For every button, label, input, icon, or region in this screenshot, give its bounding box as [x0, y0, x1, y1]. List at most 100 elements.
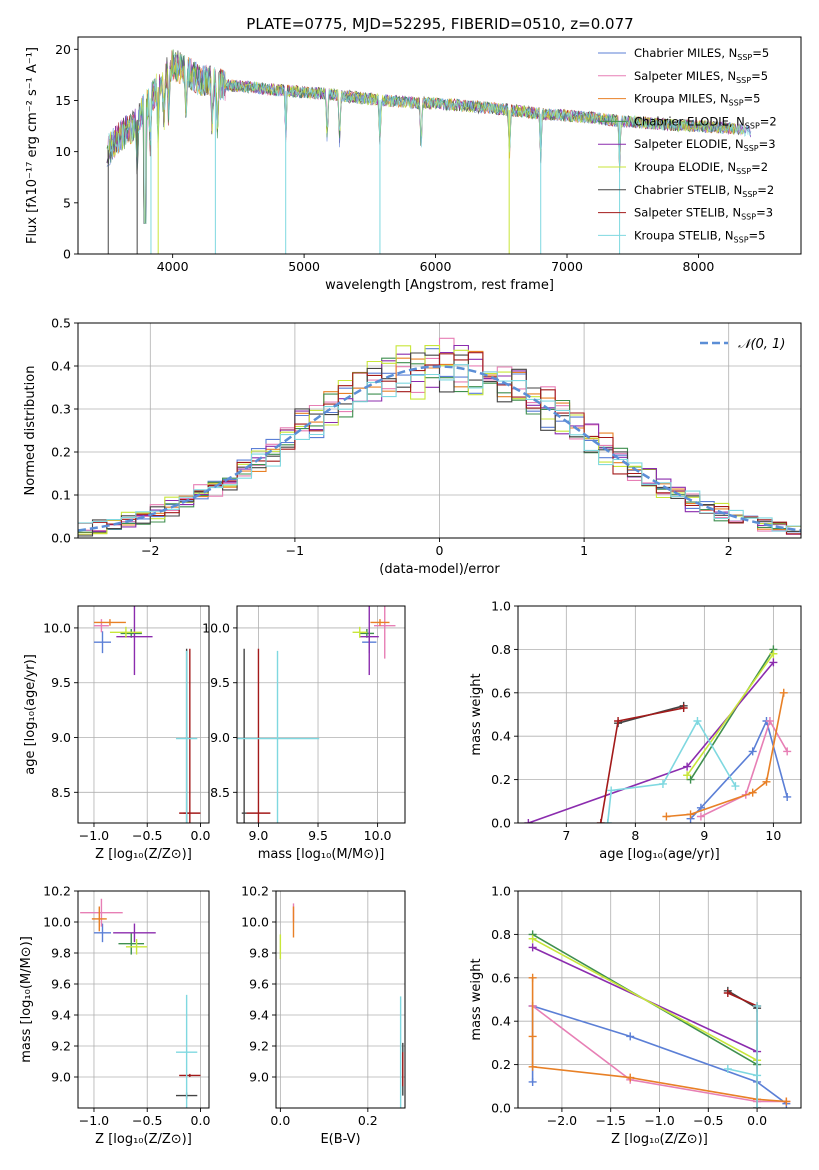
- weight-point: [614, 717, 623, 726]
- x-axis-label: Z [log₁₀(Z/Z⊙)]: [95, 847, 192, 862]
- weight-series: [532, 1005, 787, 1103]
- axes-frame: [517, 605, 802, 824]
- y-tick-label: 10.0: [241, 915, 269, 930]
- x-tick-label: −1.5: [596, 1113, 626, 1128]
- y-tick-label: 9.0: [210, 730, 230, 745]
- weight-point: [528, 973, 537, 982]
- x-tick-label: 0.2: [358, 1113, 378, 1128]
- histogram-series: [78, 364, 801, 532]
- y-tick-label: 1.0: [491, 884, 511, 899]
- y-tick-label: 10.0: [43, 915, 71, 930]
- x-tick-label: 9.0: [249, 828, 269, 843]
- plot-area-weight-vs-age: [524, 645, 792, 823]
- axes-age-vs-Z: −1.0 −0.5 0.0 8.5 9.0 9.5 10.0 Z [log₁₀(Z/Z⊙)] a…: [23, 605, 211, 862]
- y-tick-label: 0.6: [491, 970, 511, 985]
- weight-point: [723, 1064, 732, 1073]
- weight-point: [762, 777, 771, 786]
- weight-series: [531, 977, 787, 1103]
- weight-point: [748, 747, 757, 756]
- legend-label: Salpeter STELIB, NSSP=3: [634, 206, 773, 222]
- x-axis-label: Z [log₁₀(Z/Z⊙)]: [611, 1132, 708, 1147]
- x-tick-label: −0.5: [132, 828, 162, 843]
- y-tick-label: 8.5: [51, 785, 71, 800]
- weight-point: [658, 779, 667, 788]
- axes-frame: [77, 605, 210, 824]
- weight-point: [696, 812, 705, 821]
- x-tick-label: 0.0: [191, 828, 211, 843]
- legend-subscript: SSP: [742, 190, 757, 199]
- x-axis-label: E(B-V): [320, 1132, 360, 1147]
- weight-point: [626, 1032, 635, 1041]
- legend-subscript: SSP: [744, 144, 759, 153]
- legend-nssp: =5: [749, 228, 766, 242]
- y-tick-label: 10.0: [202, 620, 230, 635]
- legend-label: Chabrier STELIB, NSSP=2: [634, 183, 774, 199]
- y-tick-label: 0: [63, 247, 71, 262]
- axes-mass-vs-Z: −1.0 −0.5 0.0 9.0 9.2 9.4 9.6 9.8 10.0 10.2 Z [log…: [19, 884, 210, 1148]
- x-tick-label: −2.0: [547, 1113, 577, 1128]
- x-tick-label: 8: [631, 828, 639, 843]
- legend-label: Chabrier ELODIE, NSSP=2: [634, 114, 777, 130]
- x-tick-label: 9.5: [308, 828, 328, 843]
- y-tick-label: 9.5: [51, 675, 71, 690]
- weight-point: [769, 649, 778, 658]
- legend-nssp: =5: [751, 69, 768, 83]
- weight-point: [753, 1002, 762, 1011]
- y-tick-label: 9.0: [51, 1070, 71, 1085]
- weight-series: [600, 707, 684, 823]
- y-axis-label: mass weight: [469, 673, 484, 755]
- y-tick-label: 0.1: [51, 488, 71, 503]
- weight-series: [532, 937, 758, 1062]
- axes-weight-vs-age: 7 8 9 10 0.0 0.2 0.4 0.6 0.8 1.0 age [log₁₀(age/yr…: [469, 599, 802, 862]
- y-tick-label: 9.4: [249, 1008, 269, 1023]
- weight-series: [686, 653, 775, 776]
- x-tick-label: 9: [700, 828, 708, 843]
- legend-subscript: SSP: [734, 235, 749, 244]
- y-tick-label: 8.5: [210, 785, 230, 800]
- x-tick-label: −1.0: [79, 828, 109, 843]
- histogram-series: [78, 352, 801, 535]
- legend-nssp: =2: [760, 114, 777, 128]
- legend-nssp: =5: [752, 46, 769, 60]
- y-tick-label: 0.2: [491, 1057, 511, 1072]
- plot-area-mass-vs-Z: [80, 898, 201, 1108]
- x-axis-label: age [log₁₀(age/yr)]: [599, 847, 720, 862]
- axes-frame: [275, 890, 406, 1109]
- legend-subscript: SSP: [741, 213, 756, 222]
- y-tick-label: 9.2: [249, 1039, 269, 1054]
- y-tick-label: 9.0: [249, 1070, 269, 1085]
- x-tick-label: 4000: [157, 259, 189, 274]
- y-tick-label: 0.4: [491, 729, 511, 744]
- y-tick-label: 0.8: [491, 927, 511, 942]
- weight-point: [753, 1071, 762, 1080]
- weight-point: [528, 1077, 537, 1086]
- x-axis-label: wavelength [Angstrom, rest frame]: [325, 278, 554, 293]
- weight-point: [662, 812, 671, 821]
- weight-series: [689, 648, 775, 781]
- x-tick-label: 0.0: [191, 1113, 211, 1128]
- legend-label: Kroupa ELODIE, NSSP=2: [634, 160, 768, 176]
- weight-point: [524, 819, 533, 823]
- legend-label: 𝒩(0, 1): [738, 337, 785, 352]
- axes-frame: [77, 890, 210, 1109]
- legend-label: Chabrier MILES, NSSP=5: [634, 46, 769, 62]
- x-tick-label: 8000: [683, 259, 715, 274]
- y-tick-label: 9.6: [249, 977, 269, 992]
- weight-point: [686, 810, 695, 819]
- x-tick-label: 6000: [420, 259, 452, 274]
- weight-point: [528, 1032, 537, 1041]
- weight-point: [723, 988, 732, 997]
- weight-point: [779, 688, 788, 697]
- y-tick-label: 10.2: [241, 884, 269, 899]
- legend-subscript: SSP: [736, 167, 751, 176]
- y-tick-label: 9.6: [51, 977, 71, 992]
- axes-age-vs-mass: 9.0 9.5 10.0 8.5 9.0 9.5 10.0 mass [log₁₀(M/M⊙)…: [202, 605, 406, 862]
- legend-label: Salpeter MILES, NSSP=5: [634, 69, 768, 85]
- y-tick-label: 9.8: [51, 946, 71, 961]
- y-tick-label: 0.4: [51, 359, 71, 374]
- y-tick-label: 0.3: [51, 402, 71, 417]
- legend-label: Kroupa STELIB, NSSP=5: [634, 228, 765, 244]
- x-tick-label: 5000: [288, 259, 320, 274]
- legend-subscript: SSP: [737, 53, 752, 62]
- y-tick-label: 10: [55, 144, 71, 159]
